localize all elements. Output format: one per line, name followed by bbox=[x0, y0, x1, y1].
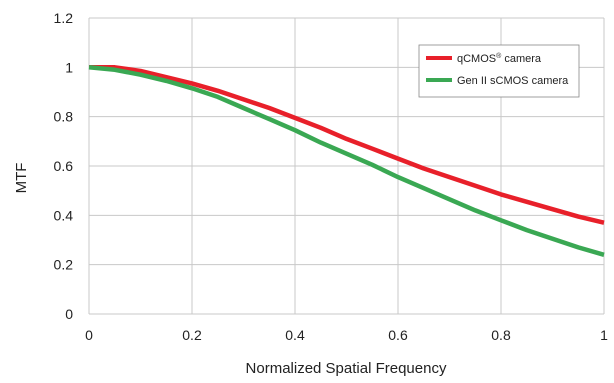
x-tick-label: 1 bbox=[600, 327, 608, 343]
legend-label-qcmos: qCMOS® camera bbox=[457, 52, 542, 65]
ticks-layer: 0 0.2 0.4 0.6 0.8 1 1.2 0 0.2 0.4 0.6 0.8 1 bbox=[54, 10, 609, 343]
y-axis-title: MTF bbox=[13, 163, 30, 194]
x-tick-label: 0.2 bbox=[182, 327, 202, 343]
x-tick-label: 0.4 bbox=[285, 327, 305, 343]
x-tick-label: 0.6 bbox=[388, 327, 408, 343]
series-line-qcmos bbox=[89, 65, 605, 225]
series-layer bbox=[88, 65, 605, 257]
y-tick-label: 0.8 bbox=[54, 109, 74, 125]
y-tick-label: 0.6 bbox=[54, 158, 74, 174]
y-tick-label: 0 bbox=[65, 306, 73, 322]
y-tick-label: 0.4 bbox=[54, 207, 74, 223]
legend-label-qcmos-rest: camera bbox=[501, 53, 542, 65]
y-tick-label: 1.2 bbox=[54, 10, 74, 26]
x-tick-label: 0.8 bbox=[491, 327, 511, 343]
y-tick-label: 0.2 bbox=[54, 257, 74, 273]
series-line-gen2-scmos bbox=[88, 65, 605, 257]
y-tick-label: 1 bbox=[65, 59, 73, 75]
legend: qCMOS® camera Gen II sCMOS camera bbox=[418, 44, 580, 98]
legend-label-gen2-scmos: Gen II sCMOS camera bbox=[457, 75, 569, 87]
legend-label-qcmos-registered: ® bbox=[496, 52, 502, 60]
x-tick-label: 0 bbox=[85, 327, 93, 343]
legend-label-qcmos-main: qCMOS bbox=[457, 53, 496, 65]
x-axis-title: Normalized Spatial Frequency bbox=[246, 360, 447, 377]
legend-box bbox=[418, 44, 580, 98]
